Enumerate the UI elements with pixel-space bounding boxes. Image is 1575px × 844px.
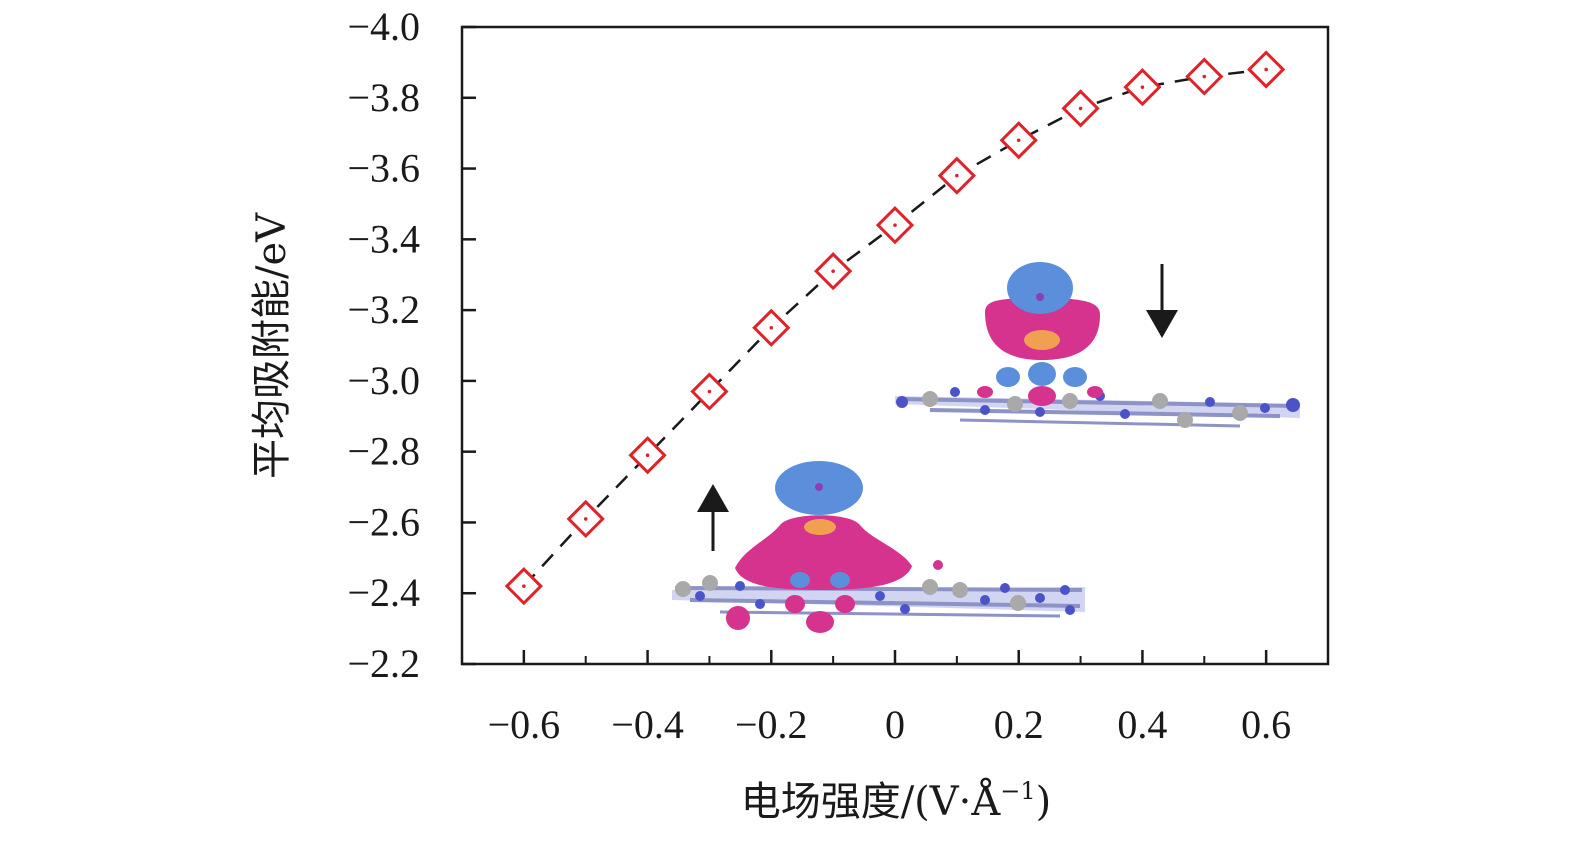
data-point-center bbox=[522, 584, 526, 588]
x-tick-label: −0.6 bbox=[488, 702, 561, 747]
y-axis: −4.0 −3.8 −3.6 −3.4 −3.2 −3.0 −2.8 −2.6 −2.4 −2.2 bbox=[347, 4, 476, 686]
data-point-center bbox=[1264, 67, 1268, 72]
x-axis-title: 电场强度/(V·Å−1) bbox=[741, 777, 1052, 825]
graphene-sheet-upper bbox=[895, 387, 1300, 428]
y-tick-label: −2.2 bbox=[347, 641, 420, 686]
x-tick-label: 0.4 bbox=[1117, 702, 1167, 747]
series-line bbox=[522, 68, 1267, 587]
y-tick-label: −3.0 bbox=[347, 358, 420, 403]
structure-inset-field-up bbox=[672, 461, 1085, 633]
y-tick-label: −3.8 bbox=[347, 75, 420, 120]
x-axis-title-main: 电场强度/(V·Å bbox=[741, 778, 1002, 825]
data-point-center bbox=[893, 223, 897, 227]
data-point-center bbox=[1016, 138, 1021, 143]
charge-loss-lobe-upper bbox=[985, 298, 1100, 360]
field-down-arrow bbox=[1146, 264, 1178, 338]
graphene-sheet-lower bbox=[672, 575, 1085, 618]
x-tick-label: 0 bbox=[885, 702, 905, 747]
y-tick-label: −2.4 bbox=[347, 570, 420, 615]
data-point-center bbox=[1140, 85, 1145, 89]
x-axis-title-end: ) bbox=[1036, 779, 1052, 825]
y-tick-label: −3.2 bbox=[347, 287, 420, 332]
series-average-adsorption-energy bbox=[504, 50, 1286, 606]
x-axis-title-superscript: −1 bbox=[1000, 777, 1035, 805]
y-tick-label: −4.0 bbox=[347, 4, 420, 49]
y-tick-label: −2.6 bbox=[347, 499, 420, 544]
data-point-center bbox=[1078, 106, 1083, 111]
x-tick-label: 0.2 bbox=[994, 702, 1044, 747]
y-axis-title: 平均吸附能/eV bbox=[249, 212, 295, 479]
y-tick-label: −3.4 bbox=[347, 216, 420, 261]
charge-loss-lobe-lower bbox=[735, 515, 912, 590]
y-tick-label: −2.8 bbox=[347, 429, 420, 474]
structure-inset-field-down bbox=[895, 262, 1300, 428]
y-tick-label: −3.6 bbox=[347, 146, 420, 191]
data-point-center bbox=[707, 389, 712, 394]
charge-gain-lobe-upper bbox=[1007, 262, 1073, 314]
x-tick-label: −0.2 bbox=[735, 702, 808, 747]
x-axis: −0.6 −0.4 −0.2 0 0.2 0.4 0.6 bbox=[488, 650, 1291, 747]
data-point-center bbox=[645, 453, 650, 458]
x-tick-label: −0.4 bbox=[611, 702, 684, 747]
field-up-arrow bbox=[697, 484, 729, 551]
data-point-center bbox=[1202, 74, 1207, 79]
data-point-center bbox=[583, 517, 588, 521]
data-point-center bbox=[831, 269, 835, 273]
data-point-center bbox=[769, 326, 774, 330]
x-tick-label: 0.6 bbox=[1241, 702, 1291, 747]
data-point-center bbox=[955, 173, 959, 178]
